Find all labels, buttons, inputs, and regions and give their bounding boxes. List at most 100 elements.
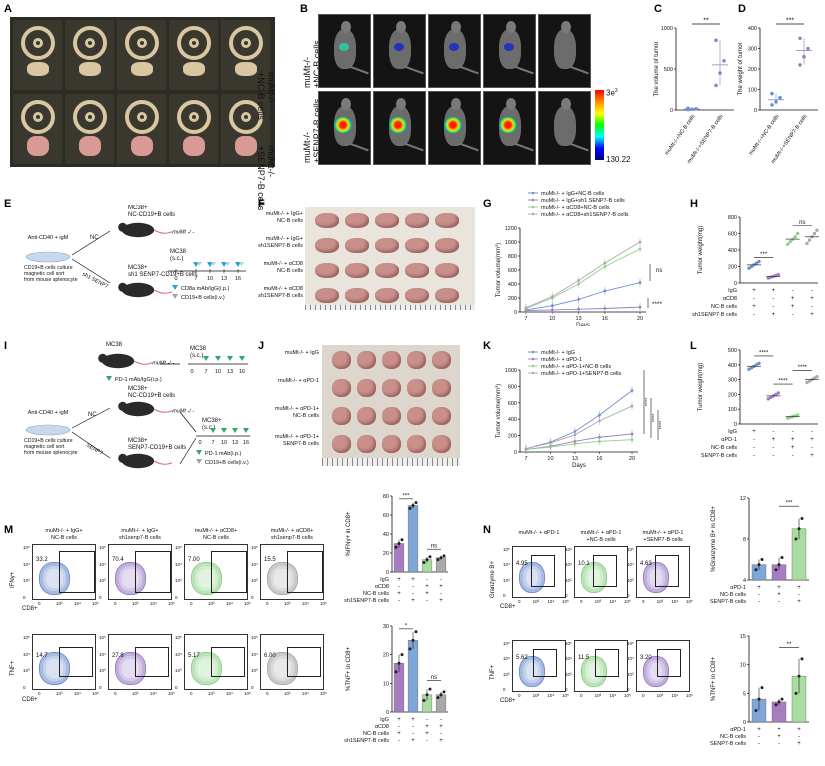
d-x-label: muMt-/-+NC-B cells xyxy=(748,114,781,157)
n-tnf-y-tick-label: 10 xyxy=(740,663,746,669)
tumor-specimen xyxy=(405,213,429,228)
m-tnf-row-value: - xyxy=(398,724,400,730)
m-tnf-row-value: - xyxy=(440,717,442,723)
m-ifn-row-value: - xyxy=(426,577,428,583)
mouse-tail xyxy=(349,142,369,152)
g-y-tick-label: 600 xyxy=(508,268,517,274)
panel-letter-l: L xyxy=(690,340,697,352)
mouse-silhouette xyxy=(554,106,576,146)
h-row-value: + xyxy=(752,288,756,294)
m-ifn-y-tick-label: 40 xyxy=(383,532,389,538)
m-tnf-gate-value: 6.00 xyxy=(264,653,276,659)
n-gzm-point xyxy=(774,568,778,572)
scale-max-label: 3e3 xyxy=(606,88,618,98)
i-legend2: CD19+B cells(i.v.) xyxy=(205,460,249,466)
l-row-value: - xyxy=(772,453,774,459)
l-row-label: NC-B cells xyxy=(711,445,737,451)
n-gzm-flow-plot: 4.63 xyxy=(636,546,690,598)
m-ifn-row-value: - xyxy=(412,591,414,597)
l-sig-label: **** xyxy=(759,350,769,356)
h-y-label: Tumor weight(mg) xyxy=(698,226,704,274)
m-tnf-y-tick-label: 10⁵ xyxy=(23,635,30,640)
i-bot-mouse-head xyxy=(118,453,128,463)
l-y-tick-label: 100 xyxy=(728,407,737,413)
n-tnf-gate xyxy=(533,649,557,677)
n-tnf-gate xyxy=(657,649,681,677)
n-plot-title-line: muMt-/- + αPD-1 xyxy=(642,530,684,536)
l-row-value: - xyxy=(792,429,794,435)
n-tnf-x-tick-label: 10⁵ xyxy=(686,693,693,698)
g-legend-marker xyxy=(531,191,535,195)
m-tnf-y-tick-label: 0 xyxy=(386,710,389,716)
e-legend2: CD19+B cells(i.v.) xyxy=(181,295,225,301)
m-tnf-row-value: - xyxy=(426,738,428,744)
m-plot-title: muMt-/- + αCD8+ sh1senp7-B cells xyxy=(260,528,324,541)
tumor-row-label-line: muMt-/- + αCD8 xyxy=(263,261,303,267)
tumor-specimen xyxy=(332,351,351,369)
m-tnf-y-tick-label: 10 xyxy=(383,681,389,687)
m-ifn-y-tick-label: 0 xyxy=(175,595,178,600)
e-day-label: 0 xyxy=(174,276,177,282)
h-row-label: NC-B cells xyxy=(711,304,737,310)
m-tnf-x-tick-label: 0 xyxy=(190,691,193,696)
m-tnf-y-tick-label: 0 xyxy=(175,685,178,690)
m-tnf-point xyxy=(439,693,443,697)
m-ifn-y-tick-label: 10³ xyxy=(99,578,106,584)
n-gzm-row-value: + xyxy=(777,585,781,591)
l-point xyxy=(776,391,781,395)
c-y-label: The volume of tumor xyxy=(654,41,660,96)
n-plot-title: muMt-/- + αPD-1 +SENP7-B cells xyxy=(636,530,690,543)
tumor-specimen xyxy=(117,20,166,90)
m-tnf-row-value: - xyxy=(398,738,400,744)
n-gzm-gate-value: 4.63 xyxy=(640,561,652,567)
m-ifn-y-tick-label: 10⁴ xyxy=(23,561,30,567)
i-pd1-marker2 xyxy=(243,428,249,433)
tumor-row-label-line: NC-B cells xyxy=(277,267,303,274)
m-ifn-row-value: + xyxy=(411,577,415,583)
imaging-tile xyxy=(428,91,481,165)
h-row-value: - xyxy=(792,312,794,318)
e-legend1: CD8a mAb/IgG(i.p.) xyxy=(181,286,229,292)
tumor-specimen xyxy=(315,263,339,278)
ruler xyxy=(305,305,475,310)
tumor-row-label-line: NC-B cells xyxy=(277,217,303,224)
l-row-value: - xyxy=(811,429,813,435)
n-tnf-x-tick-label: 10⁴ xyxy=(609,693,617,698)
tumor-specimen xyxy=(65,20,114,90)
h-point xyxy=(788,240,792,244)
m-tnf-row-value: + xyxy=(425,724,429,730)
imaging-tile xyxy=(318,14,371,88)
i-arrow-nc xyxy=(71,407,111,429)
n-tnf-gate-value: 3.20 xyxy=(640,655,652,661)
tumor-specimen xyxy=(407,407,426,425)
h-point xyxy=(815,228,819,232)
m-tnf-population xyxy=(267,652,298,685)
mouse-head xyxy=(451,98,461,110)
n-tnf-row-value: - xyxy=(798,734,800,740)
e-dish xyxy=(25,251,71,263)
n-tnf-row-label: αPD-1 xyxy=(730,727,746,733)
imaging-tile xyxy=(483,14,536,88)
n-tnf-y-tick-label: 0 xyxy=(743,720,746,726)
tumor-specimen xyxy=(382,407,401,425)
m-ifn-gate-value: 7.00 xyxy=(188,557,200,563)
m-tnf-point xyxy=(442,690,446,694)
tumor-row-label-line: sh1SENP7-B cells xyxy=(258,242,303,249)
d-y-tick-label: 200 xyxy=(748,67,757,73)
n-tnf-point xyxy=(777,700,781,704)
mouse-head xyxy=(341,21,351,33)
specimen-tumor xyxy=(131,62,153,76)
m-ifn-y-label: %IFNγ+ in CD8+ xyxy=(346,511,352,557)
g-x-tick-label: 16 xyxy=(602,316,608,322)
d-y-tick-label: 400 xyxy=(748,26,757,32)
m-tnf-y-tick-label: 10⁵ xyxy=(251,635,258,640)
tumor-row-label-line: muMt-/- + αCD8 xyxy=(263,286,303,292)
h-row-value: - xyxy=(811,288,813,294)
signal-spot xyxy=(449,43,459,51)
n-tnf-x-tick-label: 10⁴ xyxy=(671,693,679,698)
h-row-label: IgG xyxy=(728,288,737,294)
m-tnf-x-tick-label: 10⁵ xyxy=(320,691,327,696)
n-tnf-row-label: NC-B cells xyxy=(720,734,746,740)
i-day-label2: 0 xyxy=(198,440,201,446)
specimen-coil xyxy=(177,100,211,134)
